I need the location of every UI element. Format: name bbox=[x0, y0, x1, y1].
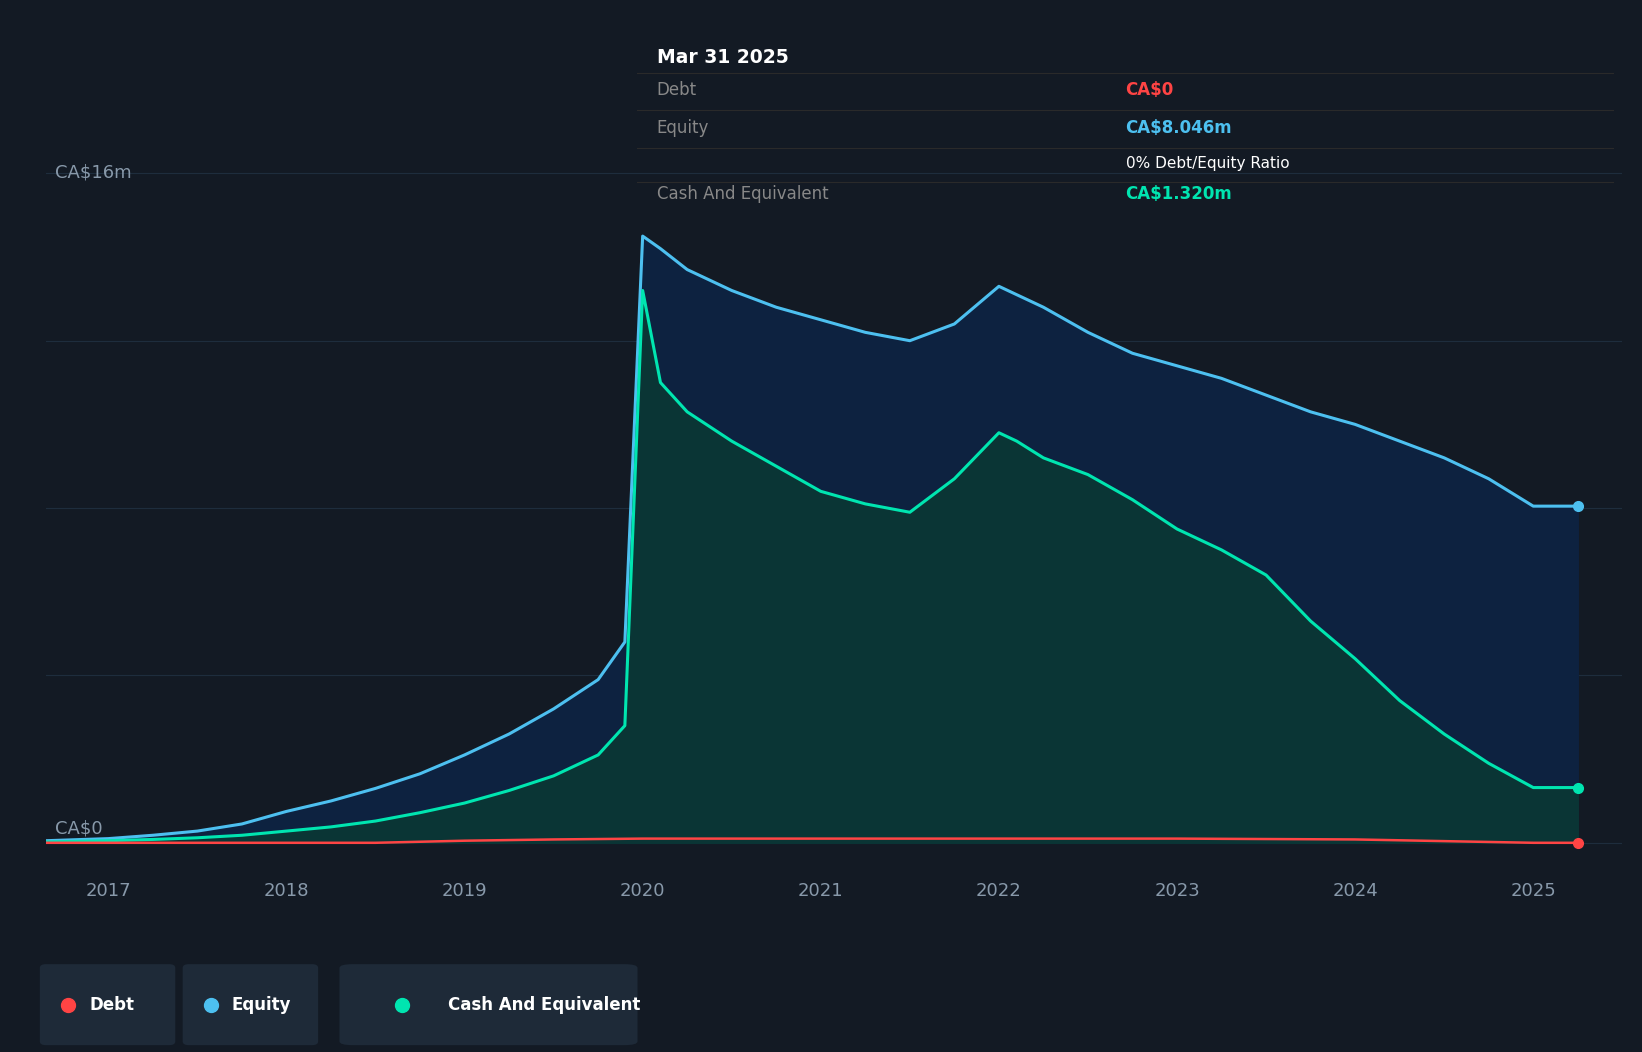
Text: 0% Debt/Equity Ratio: 0% Debt/Equity Ratio bbox=[1126, 156, 1289, 171]
Text: Mar 31 2025: Mar 31 2025 bbox=[657, 48, 788, 67]
Text: CA$0: CA$0 bbox=[1126, 81, 1174, 99]
FancyBboxPatch shape bbox=[340, 964, 637, 1046]
FancyBboxPatch shape bbox=[182, 964, 319, 1046]
FancyBboxPatch shape bbox=[39, 964, 176, 1046]
Text: Debt: Debt bbox=[89, 995, 135, 1014]
Text: Equity: Equity bbox=[232, 995, 291, 1014]
Text: CA$0: CA$0 bbox=[54, 820, 102, 837]
Text: Debt: Debt bbox=[657, 81, 696, 99]
Text: Equity: Equity bbox=[657, 119, 709, 137]
Text: Cash And Equivalent: Cash And Equivalent bbox=[657, 185, 828, 203]
Text: Cash And Equivalent: Cash And Equivalent bbox=[448, 995, 640, 1014]
Text: CA$16m: CA$16m bbox=[54, 164, 131, 182]
Text: CA$1.320m: CA$1.320m bbox=[1126, 185, 1233, 203]
Text: CA$8.046m: CA$8.046m bbox=[1126, 119, 1232, 137]
